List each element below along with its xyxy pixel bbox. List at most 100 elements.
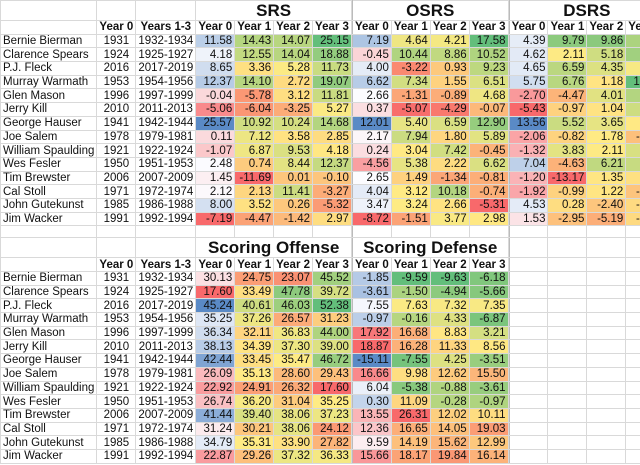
- year0-cell[interactable]: 1921: [96, 380, 137, 396]
- value-cell[interactable]: 3.77: [429, 211, 470, 227]
- years-range-cell[interactable]: 2007-2009: [135, 170, 197, 186]
- value-cell[interactable]: 5.27: [312, 102, 352, 117]
- empty-cell[interactable]: [508, 237, 549, 259]
- coach-name[interactable]: Murray Warmath: [0, 74, 98, 90]
- value-cell[interactable]: 12.62: [429, 366, 470, 382]
- empty-cell[interactable]: [625, 339, 640, 355]
- years-range-cell[interactable]: 2007-2009: [135, 407, 197, 423]
- value-cell[interactable]: -3.22: [390, 61, 431, 76]
- empty-cell[interactable]: [547, 394, 588, 409]
- value-cell[interactable]: 16.66: [351, 366, 392, 382]
- value-cell[interactable]: -15.11: [351, 353, 392, 368]
- value-cell[interactable]: 14.05: [429, 421, 470, 437]
- empty-cell[interactable]: [586, 312, 627, 327]
- value-cell[interactable]: -3.27: [312, 184, 352, 199]
- empty-cell[interactable]: [508, 225, 549, 239]
- value-cell[interactable]: 26.31: [390, 407, 431, 423]
- empty-cell[interactable]: [586, 407, 627, 423]
- value-cell[interactable]: -2.54: [625, 184, 640, 199]
- value-cell[interactable]: 42.44: [195, 353, 236, 368]
- year0-cell[interactable]: 1941: [96, 115, 137, 131]
- empty-cell[interactable]: [586, 435, 627, 450]
- value-cell[interactable]: 3.04: [390, 143, 431, 158]
- years-range-cell[interactable]: 1986-1988: [135, 435, 197, 450]
- value-cell[interactable]: 7.57: [625, 33, 640, 49]
- year0-cell[interactable]: 1950: [96, 394, 137, 409]
- empty-cell[interactable]: [625, 237, 640, 259]
- year0-cell[interactable]: 1931: [96, 33, 137, 49]
- value-cell[interactable]: -4.29: [429, 102, 470, 117]
- coach-name[interactable]: William Spaulding: [0, 380, 98, 396]
- value-cell[interactable]: 2.66: [429, 197, 470, 213]
- value-cell[interactable]: -2.06: [508, 129, 549, 145]
- coach-name[interactable]: Tim Brewster: [0, 407, 98, 423]
- value-cell[interactable]: 4.21: [429, 33, 470, 49]
- value-cell[interactable]: 4.65: [508, 61, 549, 76]
- value-cell[interactable]: 9.59: [351, 435, 392, 450]
- value-cell[interactable]: 5.89: [468, 129, 509, 145]
- value-cell[interactable]: -0.81: [468, 170, 509, 186]
- value-cell[interactable]: 6.21: [586, 156, 627, 172]
- value-cell[interactable]: 7.12: [234, 129, 275, 145]
- empty-cell[interactable]: [625, 257, 640, 272]
- coach-name[interactable]: Wes Fesler: [0, 156, 98, 172]
- value-cell[interactable]: 8.44: [273, 156, 314, 172]
- empty-cell[interactable]: [508, 407, 549, 423]
- value-cell[interactable]: 26.57: [273, 312, 314, 327]
- empty-cell[interactable]: [547, 271, 588, 286]
- coach-name[interactable]: Glen Mason: [0, 325, 98, 341]
- value-cell[interactable]: 12.90: [468, 115, 509, 131]
- years-range-cell[interactable]: 1922-1924: [135, 380, 197, 396]
- value-cell[interactable]: 37.26: [234, 312, 275, 327]
- year0-cell[interactable]: 1941: [96, 353, 137, 368]
- value-cell[interactable]: -3.25: [273, 102, 314, 117]
- coach-name[interactable]: Glen Mason: [0, 88, 98, 104]
- value-cell[interactable]: 38.06: [273, 407, 314, 423]
- empty-cell[interactable]: [586, 353, 627, 368]
- empty-cell[interactable]: [625, 448, 640, 464]
- value-cell[interactable]: 8.00: [195, 197, 236, 213]
- value-cell[interactable]: -5.07: [390, 102, 431, 117]
- value-cell[interactable]: 8.83: [429, 325, 470, 341]
- value-cell[interactable]: 5.75: [625, 156, 640, 172]
- value-cell[interactable]: -1.07: [195, 143, 236, 158]
- year0-cell[interactable]: 1971: [96, 421, 137, 437]
- coach-name[interactable]: Clarence Spears: [0, 284, 98, 300]
- empty-cell[interactable]: [625, 298, 640, 314]
- value-cell[interactable]: 17.92: [351, 325, 392, 341]
- empty-cell[interactable]: [586, 421, 627, 437]
- years-range-cell[interactable]: 1951-1953: [135, 156, 197, 172]
- value-cell[interactable]: 8.56: [468, 339, 509, 355]
- empty-cell[interactable]: [468, 225, 509, 239]
- value-cell[interactable]: 34.39: [234, 339, 275, 355]
- value-cell[interactable]: 2.98: [468, 211, 509, 227]
- value-cell[interactable]: 3.12: [390, 184, 431, 199]
- empty-cell[interactable]: [586, 339, 627, 355]
- value-cell[interactable]: 1.49: [390, 170, 431, 186]
- value-cell[interactable]: 3.21: [468, 325, 509, 341]
- year0-cell[interactable]: 1953: [96, 312, 137, 327]
- value-cell[interactable]: 6.76: [547, 74, 588, 90]
- empty-cell[interactable]: [625, 271, 640, 286]
- empty-cell[interactable]: [586, 380, 627, 396]
- empty-cell[interactable]: [625, 407, 640, 423]
- value-cell[interactable]: 38.13: [195, 339, 236, 355]
- value-cell[interactable]: -1.92: [508, 184, 549, 199]
- year0-cell[interactable]: 1950: [96, 156, 137, 172]
- value-cell[interactable]: -0.07: [468, 102, 509, 117]
- years-range-cell[interactable]: 1954-1956: [135, 312, 197, 327]
- value-cell[interactable]: -2.95: [547, 211, 588, 227]
- value-cell[interactable]: 0.28: [547, 197, 588, 213]
- value-cell[interactable]: 5.52: [547, 115, 588, 131]
- value-cell[interactable]: 6.87: [234, 143, 275, 158]
- coach-name[interactable]: George Hauser: [0, 353, 98, 368]
- value-cell[interactable]: 23.07: [273, 271, 314, 286]
- value-cell[interactable]: 25.57: [195, 115, 236, 131]
- value-cell[interactable]: 46.03: [273, 298, 314, 314]
- value-cell[interactable]: 18.17: [390, 448, 431, 464]
- empty-cell[interactable]: [547, 339, 588, 355]
- value-cell[interactable]: 4.64: [390, 33, 431, 49]
- value-cell[interactable]: 3.65: [586, 115, 627, 131]
- value-cell[interactable]: 15.66: [351, 448, 392, 464]
- value-cell[interactable]: 44.00: [312, 325, 352, 341]
